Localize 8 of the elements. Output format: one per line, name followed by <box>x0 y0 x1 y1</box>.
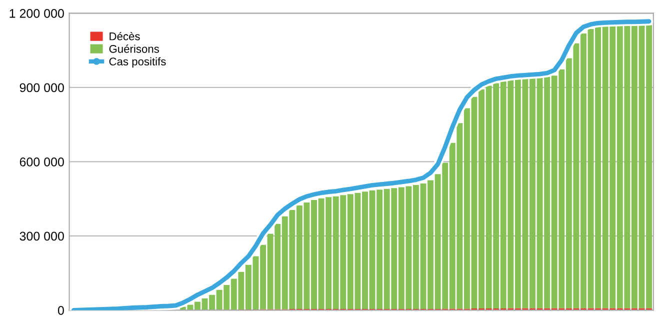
y-tick-label: 600 000 <box>20 158 64 166</box>
y-tick-label: 900 000 <box>20 83 64 92</box>
legend-label: Guérisons <box>109 44 159 53</box>
y-tick-label: 1 200 000 <box>10 9 64 18</box>
legend-label: Décès <box>110 32 140 40</box>
y-tick-label: 300 000 <box>20 232 64 241</box>
y-tick-label: 0 <box>58 306 64 315</box>
legend-label: Cas positifs <box>109 57 166 68</box>
